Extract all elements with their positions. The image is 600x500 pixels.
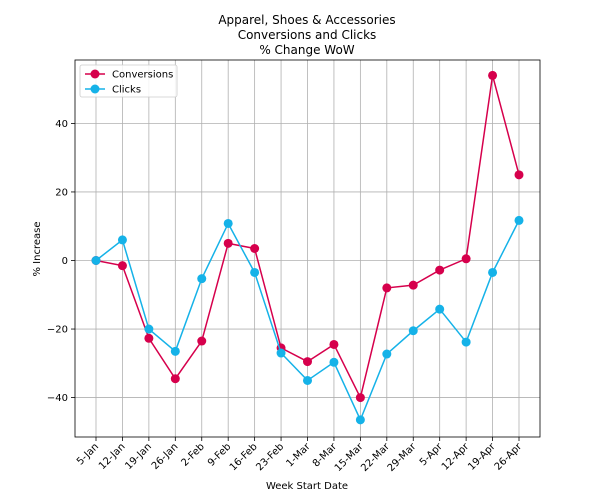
data-point xyxy=(117,261,127,271)
data-point xyxy=(223,218,233,228)
x-tick-label: 12-Apr xyxy=(440,441,472,473)
data-point xyxy=(223,238,233,248)
plot-series xyxy=(91,70,524,425)
x-tick-label: 19-Jan xyxy=(123,441,154,472)
y-axis-label: % Increase xyxy=(32,222,43,277)
legend: Conversions Clicks xyxy=(79,64,178,98)
data-point xyxy=(461,254,471,264)
data-point xyxy=(382,283,392,293)
y-tick-label: 40 xyxy=(55,119,68,130)
x-tick-label: 23-Feb xyxy=(254,441,286,473)
data-point xyxy=(408,280,418,290)
data-point xyxy=(170,374,180,384)
x-tick-label: 29-Mar xyxy=(386,441,419,474)
data-point xyxy=(91,255,101,265)
data-point xyxy=(514,215,524,225)
data-point xyxy=(197,336,207,346)
data-point xyxy=(461,337,471,347)
legend-label: Conversions xyxy=(112,70,173,81)
data-point xyxy=(355,393,365,403)
data-point xyxy=(514,170,524,180)
data-point xyxy=(488,70,498,80)
x-tick-label: 26-Apr xyxy=(493,441,525,473)
series-clicks xyxy=(91,215,524,425)
data-point xyxy=(435,265,445,275)
legend-marker xyxy=(90,84,100,94)
chart-title: Apparel, Shoes & Accessories Conversions… xyxy=(218,13,395,57)
legend-marker xyxy=(90,69,100,79)
data-point xyxy=(488,267,498,277)
data-point xyxy=(117,235,127,245)
data-point xyxy=(276,348,286,358)
data-point xyxy=(303,375,312,385)
data-point xyxy=(197,274,207,284)
legend-label: Clicks xyxy=(112,85,141,96)
data-point xyxy=(329,357,339,367)
data-point xyxy=(435,304,445,314)
data-point xyxy=(250,267,260,277)
data-point xyxy=(303,357,312,367)
y-tick-label: −20 xyxy=(47,325,68,336)
x-tick-label: 2-Feb xyxy=(180,441,207,468)
grid xyxy=(75,60,540,437)
y-tick-label: 0 xyxy=(62,256,68,267)
chart-title-line: Conversions and Clicks xyxy=(238,28,377,42)
data-point xyxy=(144,324,154,334)
legend-entry: Conversions xyxy=(85,69,173,81)
x-tick-label: 12-Jan xyxy=(97,441,128,472)
x-tick-label: 26-Jan xyxy=(150,441,181,472)
x-tick-label: 16-Feb xyxy=(228,441,260,473)
data-point xyxy=(170,346,180,356)
data-point xyxy=(408,326,418,336)
y-tick-label: −40 xyxy=(47,393,68,404)
data-point xyxy=(382,349,392,359)
y-tick-label: 20 xyxy=(55,187,68,198)
chart-title-line: % Change WoW xyxy=(259,43,354,57)
data-point xyxy=(329,339,339,349)
data-point xyxy=(250,244,260,253)
legend-entry: Clicks xyxy=(85,84,141,96)
chart-title-line: Apparel, Shoes & Accessories xyxy=(218,13,395,27)
data-point xyxy=(355,415,365,425)
data-point xyxy=(144,333,154,343)
x-tick-label: 19-Apr xyxy=(466,441,498,473)
x-tick-label: 1-Mar xyxy=(284,441,313,470)
x-axis-label: Week Start Date xyxy=(266,481,348,492)
